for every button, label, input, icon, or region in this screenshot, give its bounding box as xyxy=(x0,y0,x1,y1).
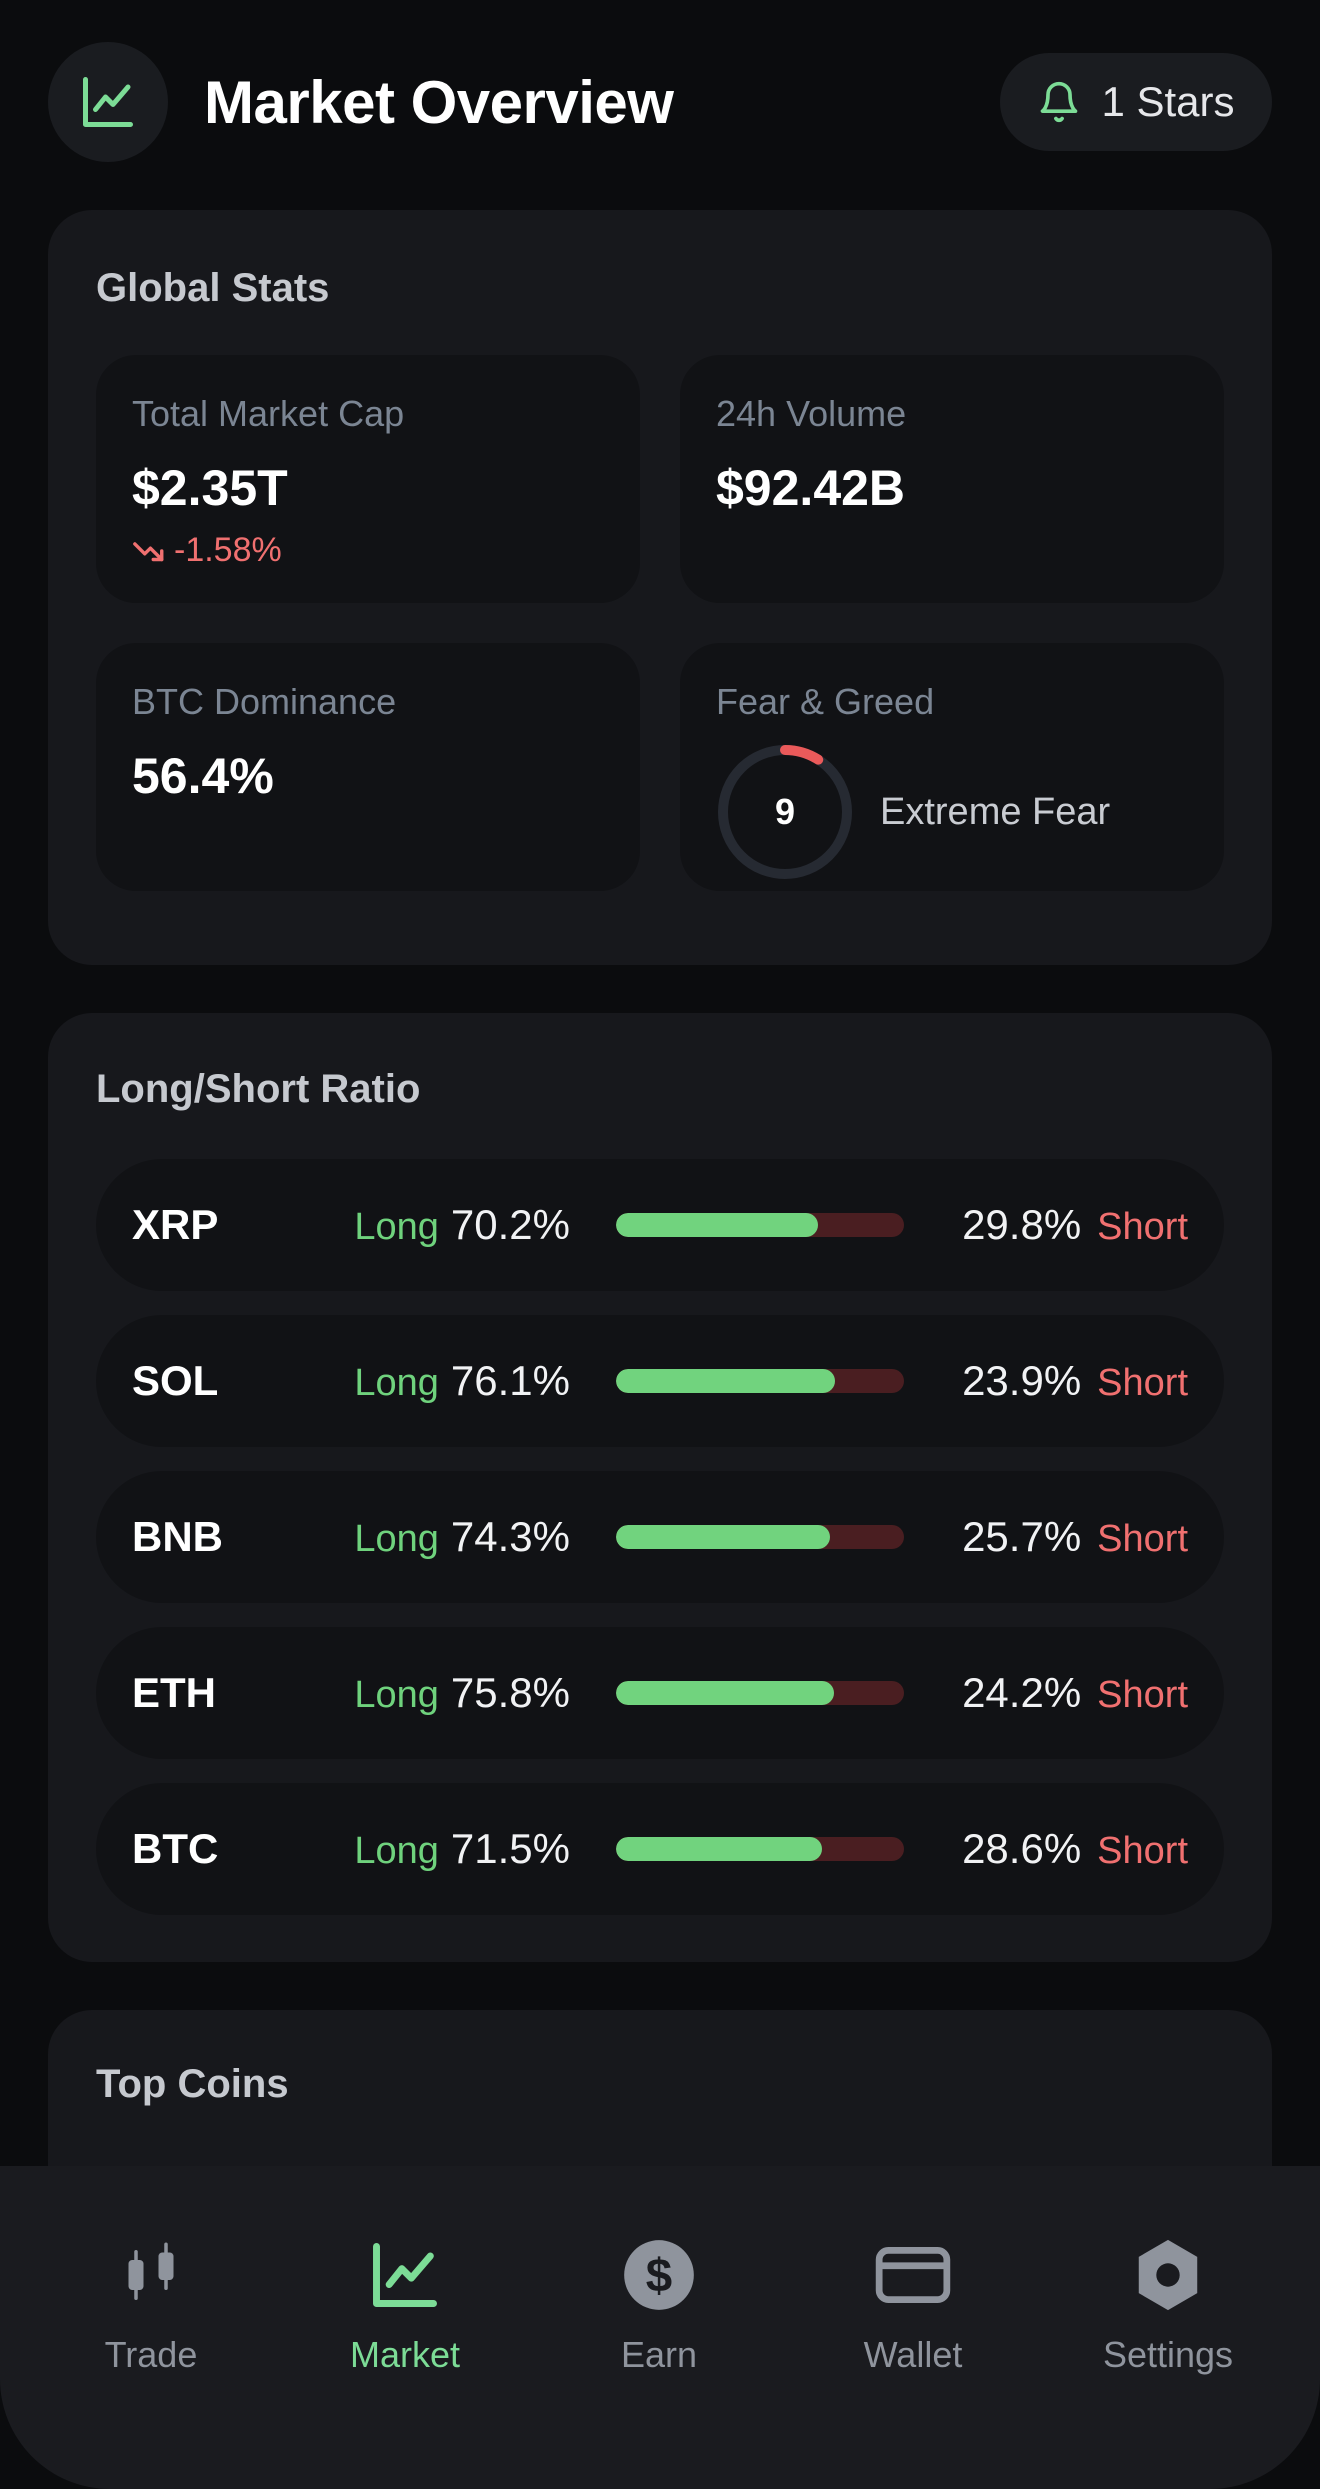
bell-icon xyxy=(1041,81,1078,122)
market-cap-value: $2.35T xyxy=(132,460,288,516)
market-cap-change-value: -1.58% xyxy=(174,531,282,569)
btc-dominance-label: BTC Dominance xyxy=(132,681,397,722)
ls-ratio-bar xyxy=(616,1681,904,1705)
ls-symbol: ETH xyxy=(132,1669,216,1716)
short-value: 24.2% xyxy=(962,1669,1082,1716)
ls-long: Long 70.2% xyxy=(354,1159,570,1293)
candlestick-icon xyxy=(51,2230,251,2320)
global-stats-title: Global Stats xyxy=(96,266,330,310)
long-value: 71.5% xyxy=(450,1825,570,1872)
short-value: 28.6% xyxy=(962,1825,1082,1872)
ls-long: Long 75.8% xyxy=(354,1627,570,1761)
short-value: 23.9% xyxy=(962,1357,1082,1404)
fear-greed-sentiment: Extreme Fear xyxy=(880,791,1111,833)
ls-short: 28.6% Short xyxy=(962,1783,1188,1917)
short-value: 29.8% xyxy=(962,1201,1082,1248)
short-label: Short xyxy=(1097,1362,1188,1404)
header: Market Overview 1 Stars xyxy=(48,40,1272,164)
long-label: Long xyxy=(354,1206,439,1248)
short-label: Short xyxy=(1097,1206,1188,1248)
long-short-title: Long/Short Ratio xyxy=(96,1067,421,1111)
long-value: 76.1% xyxy=(450,1357,570,1404)
settings-hexagon-icon xyxy=(1068,2230,1268,2320)
ls-short: 29.8% Short xyxy=(962,1159,1188,1293)
dollar-coin-icon: $ xyxy=(559,2230,759,2320)
ls-symbol: BTC xyxy=(132,1825,219,1872)
nav-label: Settings xyxy=(1102,2334,1234,2375)
ls-symbol: SOL xyxy=(132,1357,219,1404)
ls-row-sol[interactable]: SOL Long 76.1% 23.9% Short xyxy=(96,1315,1224,1447)
volume-value: $92.42B xyxy=(716,460,906,516)
ls-ratio-fill xyxy=(616,1525,830,1549)
ls-ratio-fill xyxy=(616,1837,822,1861)
ls-symbol: BNB xyxy=(132,1513,223,1560)
nav-market[interactable]: Market xyxy=(305,2230,505,2380)
ls-ratio-fill xyxy=(616,1213,819,1237)
wallet-icon xyxy=(813,2230,1013,2320)
ls-ratio-bar xyxy=(616,1213,904,1237)
long-value: 75.8% xyxy=(450,1669,570,1716)
ls-short: 24.2% Short xyxy=(962,1627,1188,1761)
market-cap-change: -1.58% xyxy=(132,531,282,570)
ls-ratio-fill xyxy=(616,1681,835,1705)
market-cap-box[interactable]: Total Market Cap $2.35T -1.58% xyxy=(96,355,640,603)
volume-box[interactable]: 24h Volume $92.42B xyxy=(680,355,1224,603)
ls-row-btc[interactable]: BTC Long 71.5% 28.6% Short xyxy=(96,1783,1224,1915)
ls-row-eth[interactable]: ETH Long 75.8% 24.2% Short xyxy=(96,1627,1224,1759)
short-label: Short xyxy=(1097,1830,1188,1872)
market-cap-label: Total Market Cap xyxy=(132,393,405,434)
short-label: Short xyxy=(1097,1674,1188,1716)
global-stats-card: Global Stats Total Market Cap $2.35T -1.… xyxy=(48,210,1272,965)
long-short-card: Long/Short Ratio XRP Long 70.2% 29.8% Shor… xyxy=(48,1013,1272,1962)
nav-label: Trade xyxy=(104,2334,198,2375)
nav-settings[interactable]: Settings xyxy=(1068,2230,1268,2380)
trending-down-icon xyxy=(133,541,164,561)
page-title: Market Overview xyxy=(204,69,674,136)
fear-greed-box[interactable]: Fear & Greed 9 Extreme Fear xyxy=(680,643,1224,891)
ls-short: 23.9% Short xyxy=(962,1315,1188,1449)
ls-ratio-fill xyxy=(616,1369,836,1393)
long-value: 74.3% xyxy=(450,1513,570,1560)
svg-text:$: $ xyxy=(646,2249,672,2302)
ls-ratio-bar xyxy=(616,1369,904,1393)
bottom-nav: Trade Market $ Earn xyxy=(0,2166,1320,2489)
ls-row-bnb[interactable]: BNB Long 74.3% 25.7% Short xyxy=(96,1471,1224,1603)
ls-long: Long 76.1% xyxy=(354,1315,570,1449)
btc-dominance-box[interactable]: BTC Dominance 56.4% xyxy=(96,643,640,891)
long-label: Long xyxy=(354,1362,439,1404)
ls-long: Long 71.5% xyxy=(354,1783,570,1917)
ls-ratio-bar xyxy=(616,1837,904,1861)
btc-dominance-value: 56.4% xyxy=(132,748,274,804)
short-value: 25.7% xyxy=(962,1513,1082,1560)
long-label: Long xyxy=(354,1830,439,1872)
nav-earn[interactable]: $ Earn xyxy=(559,2230,759,2380)
long-label: Long xyxy=(354,1518,439,1560)
volume-label: 24h Volume xyxy=(716,393,907,434)
short-label: Short xyxy=(1097,1518,1188,1560)
long-label: Long xyxy=(354,1674,439,1716)
stars-label: 1 Stars xyxy=(1101,78,1235,125)
ls-ratio-bar xyxy=(616,1525,904,1549)
nav-wallet[interactable]: Wallet xyxy=(813,2230,1013,2380)
ls-symbol: XRP xyxy=(132,1201,219,1248)
long-value: 70.2% xyxy=(450,1201,570,1248)
chart-line-icon xyxy=(305,2230,505,2320)
fear-greed-gauge xyxy=(718,745,852,879)
ls-long: Long 74.3% xyxy=(354,1471,570,1605)
nav-label: Wallet xyxy=(863,2334,963,2375)
top-coins-title: Top Coins xyxy=(96,2062,289,2106)
chart-line-icon[interactable] xyxy=(48,42,168,162)
nav-label: Market xyxy=(349,2334,461,2375)
ls-row-xrp[interactable]: XRP Long 70.2% 29.8% Short xyxy=(96,1159,1224,1291)
fear-greed-label: Fear & Greed xyxy=(716,681,935,722)
fear-greed-value: 9 xyxy=(774,791,796,832)
stars-button[interactable]: 1 Stars xyxy=(1000,53,1272,151)
ls-short: 25.7% Short xyxy=(962,1471,1188,1605)
nav-label: Earn xyxy=(620,2334,698,2375)
nav-trade[interactable]: Trade xyxy=(51,2230,251,2380)
